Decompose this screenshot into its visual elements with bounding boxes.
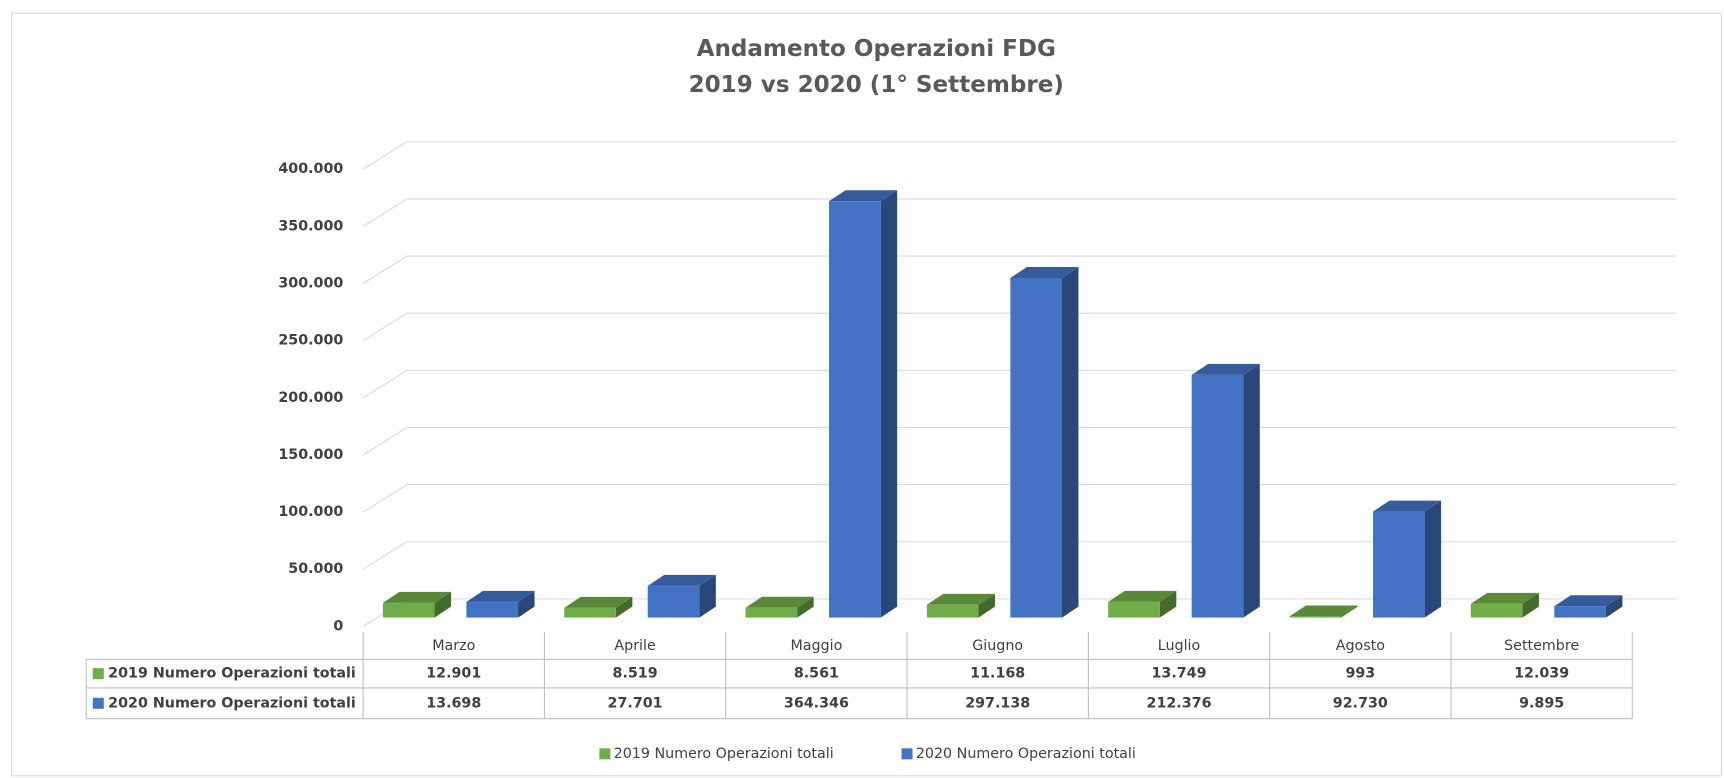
bar-side	[1605, 595, 1623, 618]
y-tick-label: 350.000	[278, 218, 343, 234]
data-label: 11.168	[970, 666, 1025, 682]
data-label: 9.895	[1519, 695, 1564, 711]
grid-line	[362, 198, 1677, 227]
bar-side	[434, 591, 452, 618]
y-tick-label: 0	[333, 618, 343, 634]
bar-top	[647, 574, 716, 586]
bar	[1554, 606, 1606, 618]
bar-side	[978, 593, 995, 618]
bar-top	[926, 593, 995, 605]
chart-subtitle: 2019 vs 2020 (1° Settembre)	[689, 72, 1064, 98]
bar-side	[1243, 363, 1260, 618]
table-legend-key	[92, 668, 104, 680]
bar-side	[518, 590, 535, 618]
data-label: 13.698	[426, 695, 481, 711]
bar	[1108, 601, 1160, 618]
bar-top	[1470, 592, 1539, 604]
legend-label: 2020 Numero Operazioni totali	[916, 746, 1136, 762]
chart-title: Andamento Operazioni FDG	[697, 36, 1056, 62]
bar	[466, 601, 519, 618]
bar	[745, 607, 798, 618]
bar-top	[564, 596, 633, 608]
data-label: 27.701	[608, 695, 663, 711]
bar-top	[1372, 500, 1442, 512]
bar	[1191, 374, 1244, 618]
bar-side	[1341, 605, 1358, 618]
y-tick-label: 250.000	[278, 333, 343, 349]
bar	[1470, 603, 1523, 618]
x-tick-label: Luglio	[1158, 638, 1200, 654]
data-label: 297.138	[965, 695, 1030, 711]
y-tick-label: 200.000	[278, 390, 343, 406]
bar-top	[1191, 363, 1260, 375]
x-tick-label: Settembre	[1504, 638, 1579, 654]
bar-top	[1108, 590, 1177, 602]
bar	[1372, 511, 1425, 618]
y-tick-label: 300.000	[278, 276, 343, 292]
bar-top	[1554, 595, 1623, 607]
y-tick-label: 150.000	[278, 447, 343, 463]
data-label: 92.730	[1333, 695, 1388, 711]
bar-top	[1289, 605, 1358, 617]
table-series-name: 2020 Numero Operazioni totali	[108, 695, 356, 711]
data-label: 364.346	[784, 695, 849, 711]
grid-line	[362, 255, 1677, 284]
legend-key	[901, 748, 913, 760]
data-label: 993	[1345, 666, 1375, 682]
bar-top	[745, 596, 814, 608]
bar-side	[615, 596, 633, 618]
bar	[1289, 616, 1342, 618]
bar-top	[466, 590, 535, 602]
x-tick-label: Marzo	[432, 638, 475, 654]
x-tick-label: Maggio	[790, 638, 842, 654]
x-tick-label: Giugno	[972, 638, 1023, 654]
data-label: 8.561	[794, 666, 839, 682]
grid-line	[362, 312, 1677, 342]
bar	[382, 602, 435, 618]
x-tick-label: Aprile	[614, 638, 656, 654]
bar-side	[1159, 590, 1177, 618]
data-label: 12.039	[1514, 666, 1569, 682]
legend-label: 2019 Numero Operazioni totali	[614, 746, 834, 762]
bar-side	[699, 574, 716, 618]
x-tick-label: Agosto	[1336, 638, 1385, 654]
bar	[1010, 277, 1062, 618]
bar	[647, 585, 700, 618]
legend-key	[599, 748, 611, 760]
table-series-name: 2019 Numero Operazioni totali	[108, 666, 356, 682]
y-tick-label: 100.000	[278, 504, 343, 520]
grid-line	[362, 141, 1677, 170]
bar	[829, 201, 881, 618]
bar-top	[1010, 266, 1079, 278]
bar-side	[1424, 500, 1442, 618]
data-label: 12.901	[426, 666, 481, 682]
bar-side	[880, 190, 898, 618]
bar	[564, 607, 616, 618]
bar-side	[797, 596, 814, 618]
y-tick-label: 50.000	[288, 561, 343, 577]
bar-top	[829, 190, 898, 202]
bar	[926, 604, 979, 618]
bar-top	[382, 591, 452, 603]
data-label: 212.376	[1147, 695, 1212, 711]
bar-side	[1061, 266, 1079, 618]
table-legend-key	[92, 697, 104, 709]
data-label: 13.749	[1151, 666, 1206, 682]
bar-side	[1522, 592, 1539, 618]
data-label: 8.519	[613, 666, 658, 682]
y-tick-label: 400.000	[278, 161, 343, 177]
